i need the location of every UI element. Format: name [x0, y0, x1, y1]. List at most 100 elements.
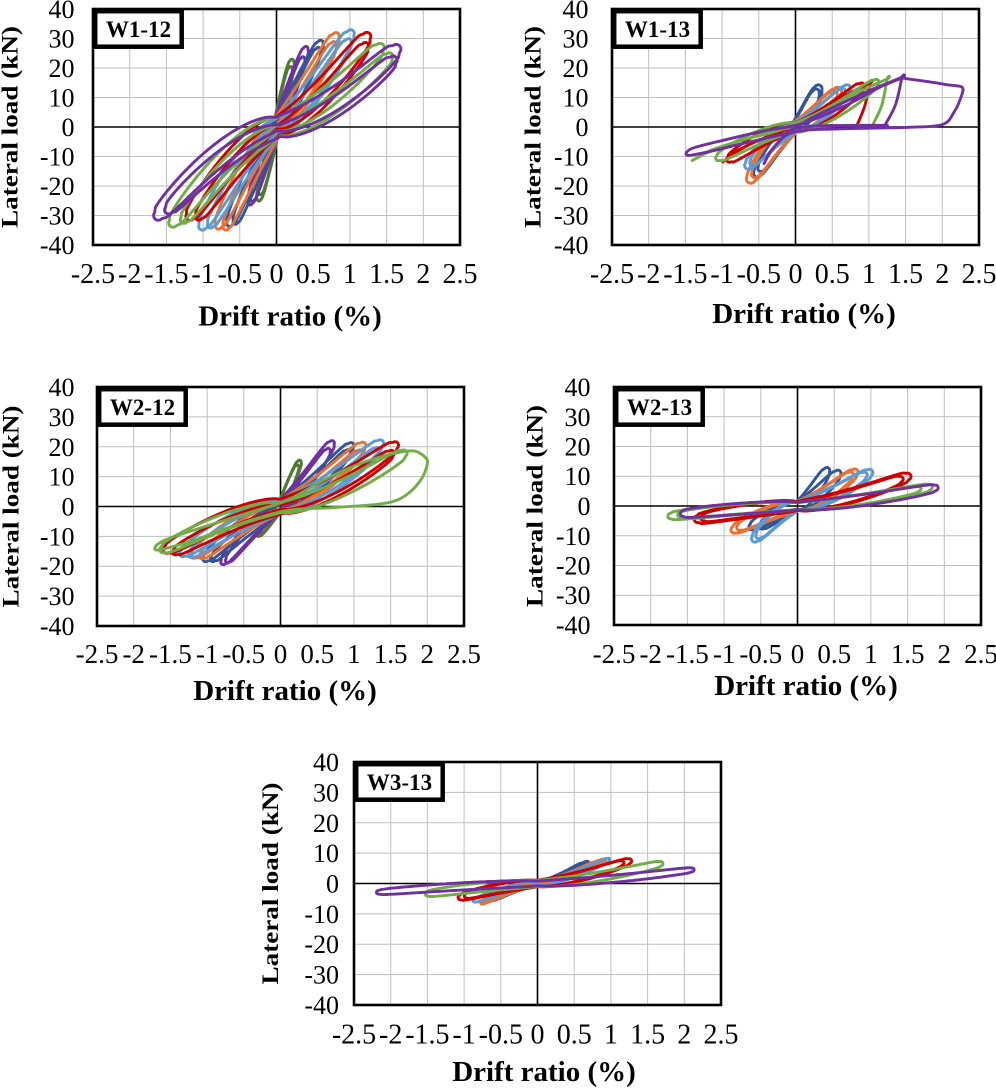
svg-text:-1: -1 — [710, 259, 733, 290]
svg-text:-20: -20 — [40, 552, 75, 581]
svg-text:-2: -2 — [639, 639, 662, 669]
svg-text:0: 0 — [270, 259, 284, 290]
svg-text:-2.5: -2.5 — [76, 639, 119, 669]
svg-text:-1.5: -1.5 — [144, 259, 188, 290]
svg-text:Drift ratio (%): Drift ratio (%) — [452, 1056, 636, 1088]
svg-text:-10: -10 — [304, 900, 339, 929]
svg-text:Drift ratio (%): Drift ratio (%) — [714, 670, 898, 702]
svg-text:10: 10 — [313, 839, 339, 868]
svg-text:10: 10 — [49, 84, 75, 113]
svg-text:1.5: 1.5 — [888, 259, 923, 290]
svg-text:-10: -10 — [554, 143, 589, 172]
svg-text:2.5: 2.5 — [443, 259, 478, 290]
svg-text:-40: -40 — [556, 611, 591, 640]
svg-text:Lateral load (kN): Lateral load (kN) — [0, 26, 23, 228]
svg-text:-2: -2 — [122, 639, 145, 669]
svg-text:Lateral load (kN): Lateral load (kN) — [259, 783, 284, 985]
svg-text:1.5: 1.5 — [891, 639, 925, 669]
svg-text:-2.5: -2.5 — [71, 259, 115, 290]
svg-text:10: 10 — [563, 84, 589, 113]
svg-text:W3-13: W3-13 — [367, 770, 432, 795]
svg-text:1: 1 — [862, 259, 876, 290]
svg-text:1: 1 — [343, 259, 357, 290]
svg-text:-1: -1 — [452, 1020, 475, 1051]
svg-text:30: 30 — [49, 25, 75, 54]
svg-text:Lateral load (kN): Lateral load (kN) — [0, 406, 24, 608]
svg-text:0.5: 0.5 — [300, 639, 334, 669]
svg-text:0: 0 — [791, 639, 805, 669]
svg-text:-1.5: -1.5 — [149, 639, 192, 669]
svg-text:-0.5: -0.5 — [737, 259, 781, 290]
svg-text:20: 20 — [565, 433, 591, 462]
svg-text:2: 2 — [935, 259, 949, 290]
svg-text:Lateral load (kN): Lateral load (kN) — [523, 405, 548, 607]
svg-text:-1: -1 — [191, 259, 214, 290]
svg-text:Drift ratio (%): Drift ratio (%) — [712, 298, 896, 330]
svg-text:-20: -20 — [304, 930, 339, 959]
svg-text:-1: -1 — [196, 639, 219, 669]
svg-text:-30: -30 — [40, 582, 75, 611]
svg-text:-40: -40 — [40, 612, 75, 641]
svg-text:-20: -20 — [556, 552, 591, 581]
svg-text:-1.5: -1.5 — [405, 1020, 449, 1051]
svg-text:-10: -10 — [40, 143, 75, 172]
svg-text:0: 0 — [274, 639, 288, 669]
svg-text:0: 0 — [326, 870, 339, 899]
svg-text:-2.5: -2.5 — [593, 639, 636, 669]
svg-text:-40: -40 — [40, 231, 75, 260]
svg-text:-2: -2 — [118, 259, 141, 290]
svg-text:-1: -1 — [713, 639, 736, 669]
svg-text:0.5: 0.5 — [557, 1020, 592, 1051]
svg-text:-2.5: -2.5 — [332, 1020, 376, 1051]
svg-text:40: 40 — [565, 373, 591, 402]
svg-text:20: 20 — [49, 433, 75, 462]
svg-text:-20: -20 — [554, 172, 589, 201]
svg-text:-40: -40 — [304, 991, 339, 1020]
svg-text:-30: -30 — [556, 581, 591, 610]
svg-text:-30: -30 — [554, 202, 589, 231]
svg-text:2: 2 — [416, 259, 430, 290]
svg-text:30: 30 — [313, 778, 339, 807]
svg-text:0: 0 — [62, 493, 75, 522]
svg-text:-0.5: -0.5 — [218, 259, 262, 290]
svg-text:-2: -2 — [379, 1020, 402, 1051]
svg-text:20: 20 — [49, 54, 75, 83]
svg-text:0: 0 — [576, 113, 589, 142]
svg-text:-0.5: -0.5 — [222, 639, 265, 669]
svg-text:0.5: 0.5 — [817, 639, 851, 669]
svg-text:0.5: 0.5 — [815, 259, 850, 290]
svg-text:40: 40 — [313, 748, 339, 777]
svg-text:40: 40 — [49, 373, 75, 402]
svg-text:1.5: 1.5 — [630, 1020, 665, 1051]
svg-text:-30: -30 — [304, 961, 339, 990]
svg-text:-0.5: -0.5 — [479, 1020, 523, 1051]
svg-text:W1-13: W1-13 — [625, 17, 690, 42]
svg-text:20: 20 — [563, 54, 589, 83]
svg-text:-2.5: -2.5 — [590, 259, 634, 290]
svg-text:1: 1 — [604, 1020, 618, 1051]
svg-text:0: 0 — [578, 492, 591, 521]
svg-text:1: 1 — [347, 639, 361, 669]
svg-text:20: 20 — [313, 809, 339, 838]
svg-text:0: 0 — [789, 259, 803, 290]
svg-text:1.5: 1.5 — [374, 639, 408, 669]
svg-text:Lateral load (kN): Lateral load (kN) — [521, 26, 546, 228]
svg-text:1: 1 — [864, 639, 878, 669]
svg-text:-2: -2 — [637, 259, 660, 290]
svg-text:0: 0 — [62, 113, 75, 142]
svg-text:2.5: 2.5 — [447, 639, 481, 669]
svg-text:-1.5: -1.5 — [666, 639, 709, 669]
svg-text:2: 2 — [421, 639, 435, 669]
svg-text:-40: -40 — [554, 231, 589, 260]
svg-text:2: 2 — [677, 1020, 691, 1051]
svg-text:2: 2 — [938, 639, 952, 669]
svg-text:-20: -20 — [40, 172, 75, 201]
svg-text:1.5: 1.5 — [369, 259, 404, 290]
svg-text:-10: -10 — [40, 522, 75, 551]
svg-text:40: 40 — [49, 0, 75, 24]
svg-text:40: 40 — [563, 0, 589, 24]
svg-text:2.5: 2.5 — [962, 259, 996, 290]
svg-text:0: 0 — [531, 1020, 545, 1051]
svg-text:30: 30 — [563, 25, 589, 54]
svg-text:W1-12: W1-12 — [106, 17, 171, 42]
